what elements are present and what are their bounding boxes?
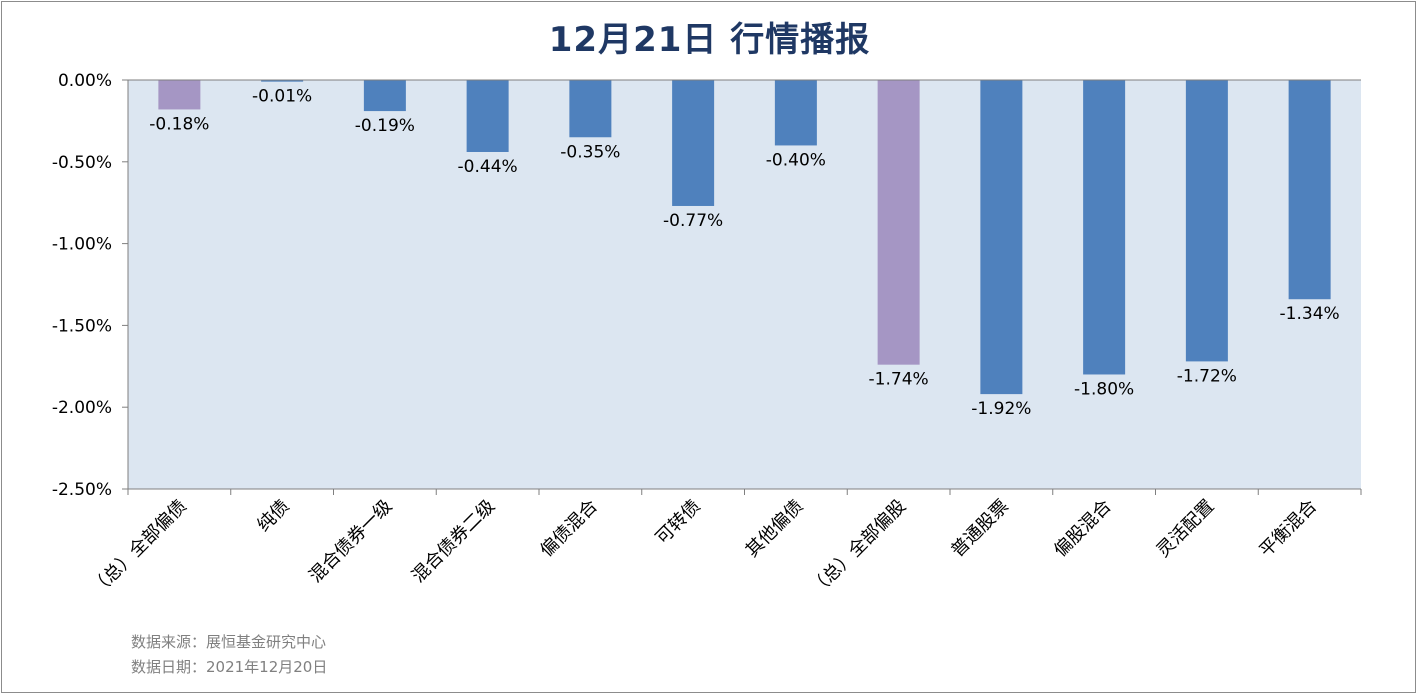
data-source-note: 数据来源：展恒基金研究中心	[131, 633, 327, 651]
y-tick-label: -2.00%	[52, 398, 112, 418]
data-label: -0.35%	[560, 142, 620, 162]
data-label: -0.77%	[663, 211, 723, 231]
data-label: -1.74%	[869, 370, 929, 390]
bar	[363, 80, 406, 112]
x-tick-label: 纯债	[253, 496, 293, 536]
data-label: -0.44%	[458, 157, 518, 177]
data-label: -1.72%	[1177, 366, 1237, 386]
y-tick-label: -1.00%	[52, 235, 112, 255]
x-tick-label: 灵活配置	[1153, 496, 1219, 562]
y-tick-label: -0.50%	[52, 153, 112, 173]
data-label: -0.19%	[355, 116, 415, 136]
x-tick-label: 混合债券二级	[408, 496, 499, 587]
bar	[569, 80, 612, 138]
data-label: -0.18%	[149, 114, 209, 134]
bar	[1288, 80, 1331, 300]
x-tick-label: （总）全部偏股	[806, 496, 910, 600]
x-tick-label: 普通股票	[947, 496, 1013, 562]
x-tick-label: 偏债混合	[536, 496, 602, 562]
y-tick-label: 0.00%	[58, 71, 112, 91]
data-label: -1.92%	[971, 399, 1031, 419]
x-tick-label: 可转债	[652, 496, 705, 549]
bar	[672, 80, 715, 206]
data-label: -1.34%	[1280, 304, 1340, 324]
x-tick-label: 平衡混合	[1255, 496, 1321, 562]
x-tick-label: 其他偏债	[742, 496, 808, 562]
data-label: -0.01%	[252, 87, 312, 107]
x-tick-label: 偏股混合	[1050, 496, 1116, 562]
data-label: -0.40%	[766, 150, 826, 170]
chart-title: 12月21日 行情播报	[548, 20, 871, 60]
bar	[980, 80, 1023, 395]
bar	[774, 80, 817, 146]
bar	[261, 80, 304, 82]
bar	[466, 80, 509, 152]
bar	[1083, 80, 1126, 375]
plot-area	[128, 80, 1361, 489]
bar	[158, 80, 201, 110]
data-label: -1.80%	[1074, 379, 1134, 399]
x-tick-label: （总）全部偏债	[87, 496, 191, 600]
bar	[1185, 80, 1228, 362]
y-tick-label: -1.50%	[52, 316, 112, 336]
x-tick-label: 混合债券一级	[305, 496, 396, 587]
bar	[877, 80, 920, 365]
data-date-note: 数据日期：2021年12月20日	[131, 658, 328, 676]
y-tick-label: -2.50%	[52, 480, 112, 500]
